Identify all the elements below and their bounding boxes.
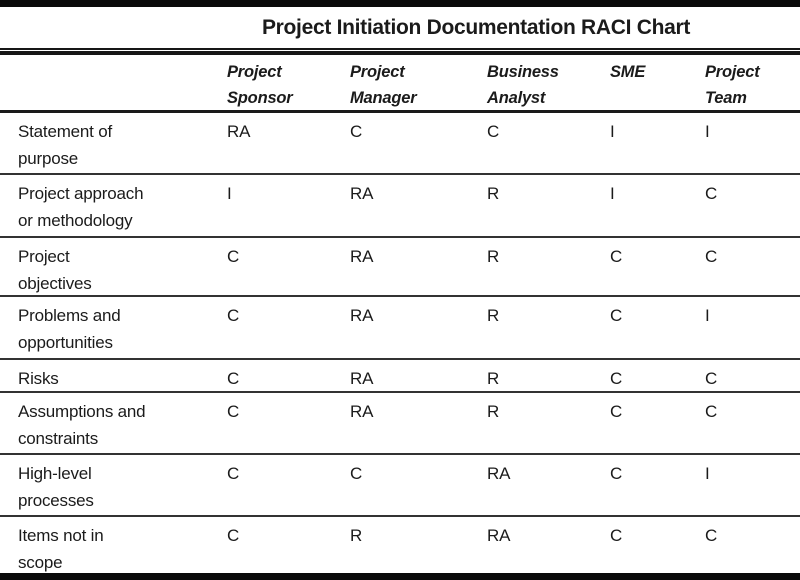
raci-cell: C — [227, 464, 240, 483]
raci-cell: C — [705, 369, 718, 388]
raci-cell: C — [610, 306, 623, 325]
raci-cell: C — [610, 369, 623, 388]
raci-cell: I — [227, 184, 232, 203]
title-divider-rule — [0, 48, 800, 55]
raci-cell: RA — [227, 122, 251, 141]
raci-cell: RA — [350, 369, 374, 388]
table-row: Risks C RA R C C — [0, 360, 800, 393]
row-label: Assumptions and constraints — [18, 402, 146, 448]
raci-cell: RA — [350, 306, 374, 325]
bottom-border-bar — [0, 573, 800, 580]
raci-cell: C — [227, 526, 240, 545]
row-label: High-level processes — [18, 464, 94, 510]
table-row: Project approach or methodology I RA R I… — [0, 175, 800, 238]
row-label: Items not in scope — [18, 526, 104, 572]
raci-cell: C — [705, 247, 718, 266]
raci-cell: R — [487, 247, 500, 266]
column-header-sme: SME — [610, 63, 646, 81]
top-border-bar — [0, 0, 800, 7]
raci-cell: C — [610, 526, 623, 545]
raci-cell: C — [350, 464, 363, 483]
table-row: Problems and opportunities C RA R C I — [0, 297, 800, 360]
raci-cell: C — [705, 526, 718, 545]
raci-cell: C — [227, 369, 240, 388]
table-row: Statement of purpose RA C C I I — [0, 113, 800, 175]
raci-cell: C — [227, 402, 240, 421]
row-label: Problems and opportunities — [18, 306, 121, 352]
raci-cell: C — [487, 122, 500, 141]
raci-cell: R — [487, 184, 500, 203]
raci-cell: RA — [350, 247, 374, 266]
raci-cell: R — [487, 369, 500, 388]
raci-cell: RA — [487, 464, 511, 483]
table-row: Assumptions and constraints C RA R C C — [0, 393, 800, 455]
row-label: Statement of purpose — [18, 122, 112, 168]
column-header-business-analyst: Business Analyst — [487, 63, 559, 107]
raci-cell: I — [610, 122, 615, 141]
raci-cell: I — [705, 464, 710, 483]
raci-cell: RA — [487, 526, 511, 545]
raci-cell: C — [227, 306, 240, 325]
row-label: Project objectives — [18, 247, 92, 293]
chart-title: Project Initiation Documentation RACI Ch… — [261, 16, 691, 39]
row-label: Project approach or methodology — [18, 184, 144, 230]
raci-cell: C — [705, 184, 718, 203]
column-header-project-team: Project Team — [705, 63, 760, 107]
raci-cell: I — [705, 306, 710, 325]
header-row: Project Sponsor Project Manager Business… — [0, 55, 800, 113]
column-header-project-sponsor: Project Sponsor — [227, 63, 293, 107]
row-header-spacer — [0, 55, 227, 111]
raci-cell: C — [610, 402, 623, 421]
raci-cell: R — [350, 526, 363, 545]
raci-cell: RA — [350, 184, 374, 203]
raci-cell: C — [705, 402, 718, 421]
raci-cell: C — [350, 122, 363, 141]
column-header-project-manager: Project Manager — [350, 63, 417, 107]
raci-cell: C — [610, 247, 623, 266]
row-label: Risks — [18, 369, 59, 388]
raci-cell: R — [487, 306, 500, 325]
table-row: High-level processes C C RA C I — [0, 455, 800, 517]
raci-cell: R — [487, 402, 500, 421]
table-row: Project objectives C RA R C C — [0, 238, 800, 297]
raci-cell: C — [610, 464, 623, 483]
raci-cell: C — [227, 247, 240, 266]
table-row: Items not in scope C R RA C C — [0, 517, 800, 573]
raci-cell: RA — [350, 402, 374, 421]
raci-cell: I — [610, 184, 615, 203]
raci-cell: I — [705, 122, 710, 141]
